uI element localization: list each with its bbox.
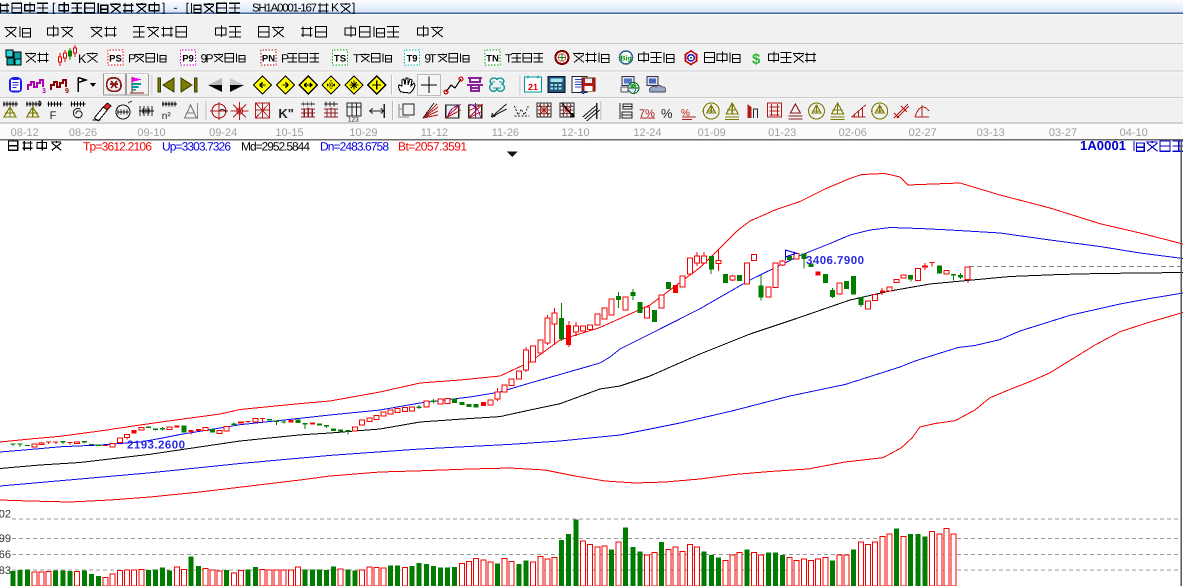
svg-text:02: 02 xyxy=(0,509,11,521)
svg-text:K": K" xyxy=(278,106,294,121)
svg-text:99: 99 xyxy=(0,533,11,545)
svg-text:11-12: 11-12 xyxy=(421,127,448,139)
svg-text:66: 66 xyxy=(0,549,11,561)
svg-text:9: 9 xyxy=(65,88,69,95)
svg-text:] - [: ] - [ xyxy=(162,1,190,15)
svg-text:10-15: 10-15 xyxy=(275,127,303,139)
svg-text:$: $ xyxy=(752,51,761,68)
svg-text:03-27: 03-27 xyxy=(1049,127,1077,139)
svg-text:Md=2952.5844: Md=2952.5844 xyxy=(241,140,310,154)
svg-text:T: T xyxy=(505,52,513,66)
svg-text:02-06: 02-06 xyxy=(839,127,867,139)
svg-text:1A0001: 1A0001 xyxy=(1080,138,1126,153)
svg-text:K: K xyxy=(78,52,87,66)
svg-text:P: P xyxy=(128,52,136,66)
svg-text:%: % xyxy=(681,108,690,119)
svg-text:]: ] xyxy=(352,1,355,15)
svg-text:n²: n² xyxy=(162,111,172,122)
svg-text:83: 83 xyxy=(0,565,11,577)
svg-text:PN: PN xyxy=(262,54,275,65)
svg-text:21: 21 xyxy=(528,82,538,92)
svg-text:PS: PS xyxy=(109,54,122,65)
svg-text:Bt=2057.3591: Bt=2057.3591 xyxy=(398,140,467,154)
svg-text:T: T xyxy=(353,52,361,66)
svg-text:09-24: 09-24 xyxy=(209,127,237,139)
svg-text:Big: Big xyxy=(620,55,631,63)
svg-text:3: 3 xyxy=(42,88,46,95)
svg-text:SH1A0001-167: SH1A0001-167 xyxy=(252,3,317,15)
svg-text:TS: TS xyxy=(334,54,346,65)
svg-text:P9: P9 xyxy=(182,54,194,65)
svg-text:%: % xyxy=(661,106,673,121)
svg-text:01-23: 01-23 xyxy=(768,127,796,139)
svg-text:Tp=3612.2106: Tp=3612.2106 xyxy=(83,140,152,154)
svg-text:12-10: 12-10 xyxy=(561,127,589,139)
svg-text:01-09: 01-09 xyxy=(698,127,726,139)
svg-text:T9: T9 xyxy=(406,54,417,65)
svg-text:7%: 7% xyxy=(639,108,655,120)
svg-text:02-27: 02-27 xyxy=(909,127,937,139)
svg-text:123: 123 xyxy=(348,117,359,124)
svg-text:2193.2600: 2193.2600 xyxy=(127,440,185,452)
svg-text:[: [ xyxy=(52,1,56,15)
svg-text:08-12: 08-12 xyxy=(11,127,39,139)
svg-text:04-10: 04-10 xyxy=(1120,127,1148,139)
svg-text:Up=3303.7326: Up=3303.7326 xyxy=(162,140,231,154)
svg-text:Dn=2483.6758: Dn=2483.6758 xyxy=(320,140,389,154)
svg-text:08-26: 08-26 xyxy=(69,127,97,139)
svg-text:12-24: 12-24 xyxy=(633,127,661,139)
svg-text:9P: 9P xyxy=(201,52,214,66)
svg-text:F: F xyxy=(50,110,57,122)
svg-text:P: P xyxy=(281,52,289,66)
svg-text:TN: TN xyxy=(486,54,499,65)
svg-text:10-29: 10-29 xyxy=(349,127,377,139)
svg-text:03-13: 03-13 xyxy=(977,127,1005,139)
svg-text:9T: 9T xyxy=(424,52,437,66)
svg-text:K: K xyxy=(331,1,339,15)
svg-text:3406.7900: 3406.7900 xyxy=(806,255,864,267)
svg-text:11-26: 11-26 xyxy=(492,127,519,139)
svg-text:09-10: 09-10 xyxy=(137,127,165,139)
